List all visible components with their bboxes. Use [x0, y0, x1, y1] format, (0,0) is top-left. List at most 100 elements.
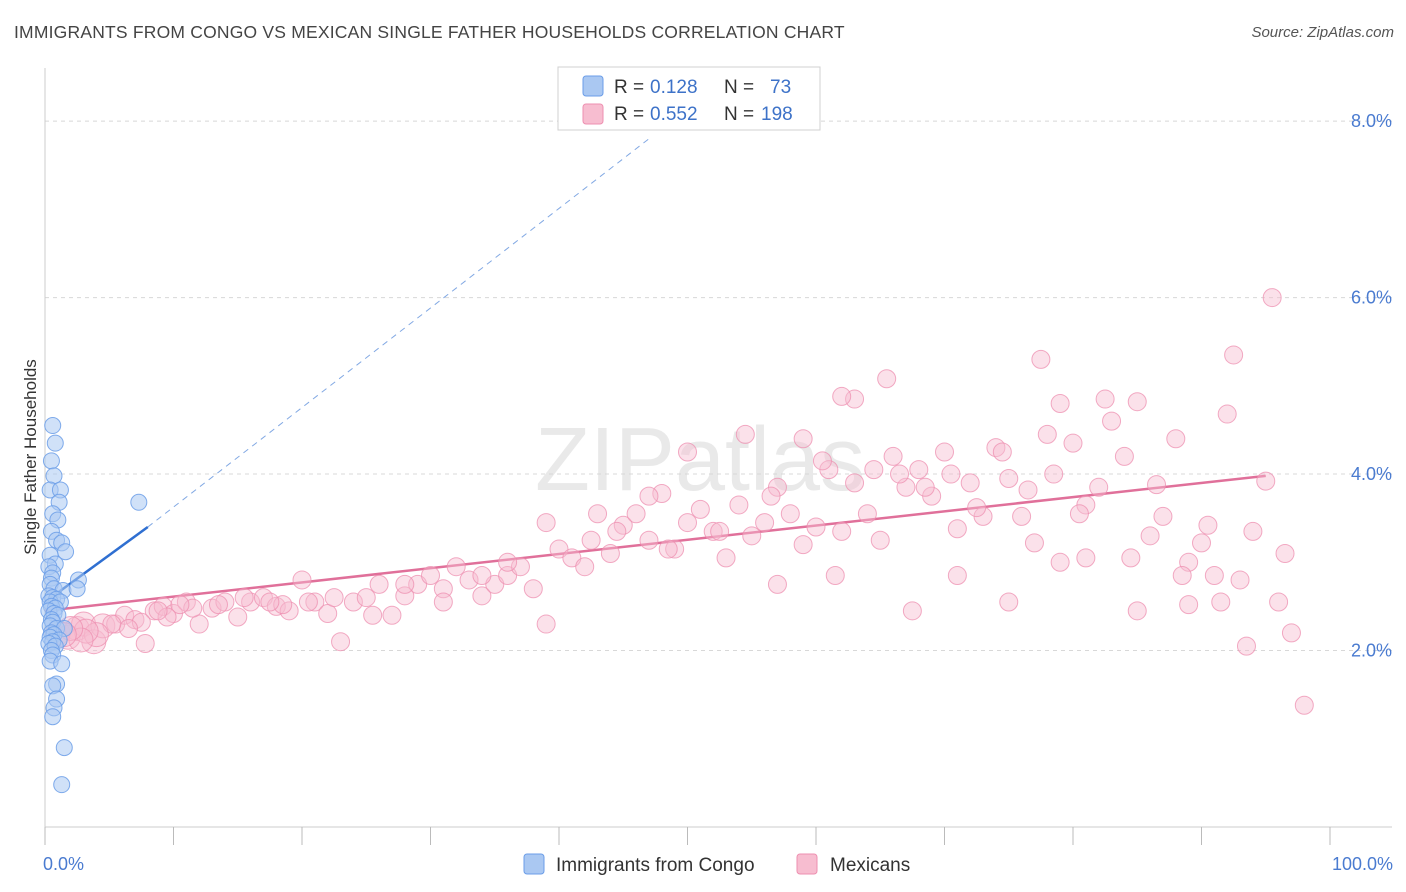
mexican-point-60 [780, 504, 800, 524]
mexican-point-58 [755, 513, 775, 533]
mexican-point-9 [135, 633, 155, 653]
mexican-point-27 [356, 588, 376, 608]
bottom-legend-swatch-congo [523, 853, 545, 875]
mexican-point-164 [1211, 592, 1231, 612]
mexican-point-53 [690, 499, 710, 519]
legend-n-label-1: N = [724, 77, 754, 98]
mexican-point-68 [883, 446, 903, 466]
mexican-point-127 [170, 595, 190, 615]
mexicans-points [45, 288, 1314, 715]
mexican-point-39 [510, 557, 530, 577]
mexican-point-41 [536, 614, 556, 634]
mexican-point-141 [761, 486, 781, 506]
mexican-point-85 [1102, 411, 1122, 431]
mexican-point-149 [1172, 566, 1192, 586]
mexican-point-112 [639, 486, 659, 506]
mexican-point-103 [1031, 349, 1051, 369]
mexican-point-80 [1037, 424, 1057, 444]
mexican-point-67 [870, 530, 890, 550]
correlation-legend: R = 0.128 N = 73 R = 0.552 N = 198 [557, 66, 821, 131]
mexican-point-64 [832, 521, 852, 541]
bottom-legend-label-congo: Immigrants from Congo [556, 855, 755, 876]
mexican-point-131 [119, 618, 139, 638]
legend-n-value-2: 198 [761, 104, 793, 125]
mexican-point-146 [1018, 480, 1038, 500]
mexican-point-97 [1256, 471, 1276, 491]
mexican-trend-line [44, 474, 1266, 613]
mexican-point-88 [1140, 526, 1160, 546]
mexican-point-74 [960, 473, 980, 493]
legend-r-label-2: R = [614, 104, 644, 125]
chart-title: IMMIGRANTS FROM CONGO VS MEXICAN SINGLE … [14, 22, 845, 42]
mexican-point-129 [148, 601, 168, 621]
mexican-point-89 [1153, 506, 1173, 526]
mexican-point-77 [999, 468, 1019, 488]
mexican-point-33 [433, 579, 453, 599]
mexican-point-111 [678, 442, 697, 462]
mexican-point-115 [498, 552, 518, 572]
mexican-point-82 [1063, 433, 1083, 453]
legend-r-label-1: R = [614, 77, 644, 98]
mexican-point-155 [1147, 475, 1167, 495]
mexican-point-118 [395, 574, 415, 594]
mexican-point-110 [735, 424, 755, 444]
mexican-point-22 [292, 570, 312, 590]
mexican-point-120 [324, 588, 344, 608]
mexican-point-48 [626, 504, 646, 524]
mexican-point-94 [1217, 404, 1237, 424]
mexican-point-147 [1069, 504, 1089, 524]
mexican-point-159 [947, 566, 967, 586]
mexican-point-84 [1089, 477, 1109, 497]
mexican-point-92 [1192, 533, 1211, 553]
y-tick-label-0: 2.0% [1351, 641, 1392, 661]
mexican-point-109 [793, 429, 813, 449]
mexican-point-116 [472, 566, 492, 586]
mexican-point-124 [234, 588, 254, 608]
congo-point-3 [45, 467, 63, 485]
mexican-point-26 [343, 592, 363, 612]
mexican-point-144 [915, 477, 935, 497]
mexican-point-17 [228, 607, 248, 627]
mexican-point-45 [588, 504, 608, 524]
mexican-point-107 [1095, 389, 1115, 409]
y-tick-label-1: 4.0% [1351, 464, 1392, 484]
mexican-point-49 [639, 530, 659, 550]
x-tick-label-1: 100.0% [1332, 854, 1393, 874]
mexican-point-34 [446, 557, 466, 577]
mexican-point-66 [857, 504, 877, 524]
mexican-point-153 [992, 442, 1012, 462]
tick-labels: 2.0% 4.0% 6.0% 8.0% 0.0% 100.0% [43, 111, 1393, 874]
legend-swatch-mexican [582, 103, 604, 125]
mexican-point-100 [1294, 695, 1314, 715]
congo-point-53 [44, 708, 62, 726]
mexican-point-44 [575, 557, 595, 577]
mexican-point-102 [1224, 345, 1244, 365]
mexican-point-121 [298, 592, 318, 612]
mexican-point-65 [845, 473, 865, 493]
mexican-point-98 [1269, 592, 1289, 612]
mexican-point-125 [208, 595, 228, 615]
mexican-point-150 [1198, 515, 1218, 535]
mexican-point-145 [967, 498, 987, 518]
mexican-point-73 [947, 519, 967, 539]
mexican-point-28 [369, 574, 389, 594]
mexican-point-166 [1275, 543, 1295, 563]
legend-n-value-1: 73 [770, 77, 791, 98]
source-label: Source: ZipAtlas.com [1251, 24, 1394, 41]
series-legend: Immigrants from Congo Mexicans [523, 853, 910, 876]
mexican-point-87 [1127, 392, 1147, 412]
mexican-point-62 [806, 517, 826, 537]
congo-trend-extension [147, 138, 650, 528]
bottom-legend-label-mexican: Mexicans [830, 855, 910, 876]
y-tick-label-3: 8.0% [1351, 111, 1392, 131]
congo-point-48 [53, 655, 71, 673]
mexican-point-126 [183, 598, 203, 618]
mexican-point-151 [890, 464, 910, 484]
congo-point-1 [46, 434, 64, 452]
svg-text:ZIPatlas: ZIPatlas [535, 410, 865, 510]
mexican-point-86 [1114, 446, 1134, 466]
mexican-point-54 [703, 521, 723, 541]
legend-r-value-2: 0.552 [650, 104, 698, 125]
mexican-point-157 [825, 566, 845, 586]
